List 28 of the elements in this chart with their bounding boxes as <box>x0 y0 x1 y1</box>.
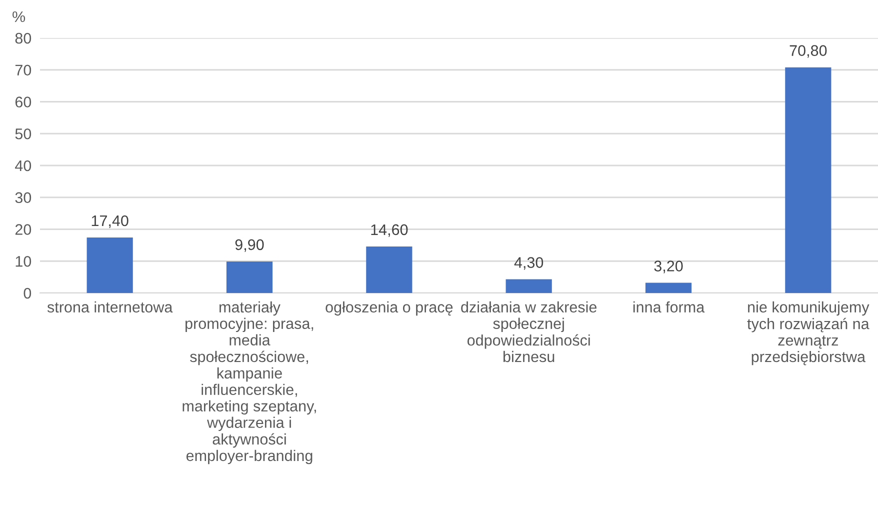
data-label: 3,20 <box>654 260 683 274</box>
y-tick-label: 70 <box>15 64 32 76</box>
bar <box>785 67 832 293</box>
data-label: 4,30 <box>514 257 544 270</box>
bar <box>366 246 412 293</box>
y-tick-label: 50 <box>15 128 32 140</box>
y-tick-label: 30 <box>15 192 32 204</box>
data-label: 70,80 <box>790 45 827 58</box>
x-tick-label: strona internetowa <box>47 301 173 313</box>
y-tick-label: 20 <box>15 224 32 235</box>
bar <box>86 238 133 293</box>
x-tick-label: inna forma <box>633 301 705 313</box>
bar <box>645 282 692 293</box>
y-axis-title: % <box>12 11 26 22</box>
y-tick-label: 10 <box>16 256 32 267</box>
x-tick-label: ogłoszenia o pracę <box>326 301 453 316</box>
y-tick-label: 0 <box>24 288 32 299</box>
x-tick-label: nie komunikujemy tych rozwiązań na zewnątrz przedsiębiorstwa <box>747 301 870 366</box>
x-tick-label: działania w zakresie społecznej odpowiedzialności biznesu <box>461 301 597 362</box>
data-label: 9,90 <box>235 239 264 252</box>
y-tick-label: 40 <box>15 160 32 172</box>
y-tick-label: 80 <box>15 32 32 44</box>
bar <box>226 261 273 293</box>
data-label: 14,60 <box>371 224 408 237</box>
bar <box>506 279 552 293</box>
category-label: materiały promocyjne: prasa, media społecznościowe, kampanie influencerskie, marketing szeptany, wydarzenia i aktywności employer-branding <box>182 301 316 464</box>
data-label: 17,40 <box>92 215 128 228</box>
y-tick-label: 60 <box>15 96 32 108</box>
